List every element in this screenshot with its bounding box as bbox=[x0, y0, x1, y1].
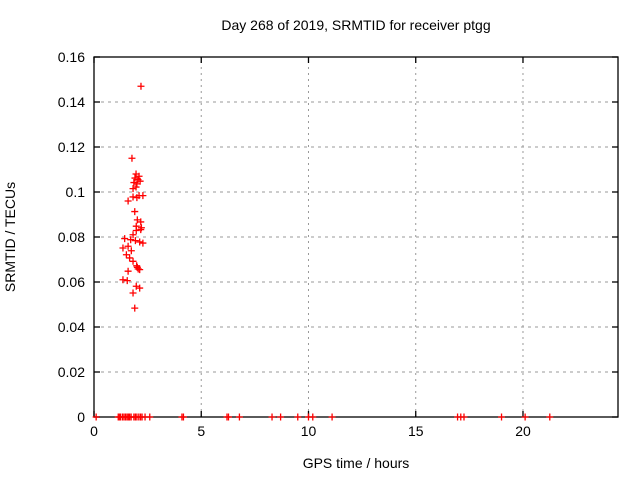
grid-layer bbox=[94, 57, 618, 417]
x-axis-label: GPS time / hours bbox=[303, 455, 410, 471]
y-tick-label: 0.1 bbox=[66, 184, 86, 200]
data-point bbox=[131, 304, 139, 312]
data-point bbox=[131, 208, 139, 216]
data-point bbox=[294, 413, 302, 421]
data-point bbox=[460, 413, 468, 421]
data-point bbox=[129, 193, 137, 201]
data-point bbox=[224, 413, 232, 421]
data-point bbox=[133, 180, 141, 188]
data-point bbox=[546, 413, 554, 421]
data-point bbox=[128, 154, 136, 162]
data-point bbox=[132, 183, 140, 191]
data-point bbox=[498, 413, 506, 421]
data-point bbox=[134, 265, 142, 273]
y-tick-label: 0.04 bbox=[58, 319, 85, 335]
data-point bbox=[235, 413, 243, 421]
y-tick-label: 0.12 bbox=[58, 139, 85, 155]
x-tick-label: 5 bbox=[197, 423, 205, 439]
data-point bbox=[119, 244, 127, 252]
data-point bbox=[139, 239, 147, 247]
data-point bbox=[137, 226, 145, 234]
y-tick-label: 0.16 bbox=[58, 49, 85, 65]
data-point bbox=[277, 413, 285, 421]
data-point bbox=[124, 197, 132, 205]
x-tick-label: 20 bbox=[515, 423, 531, 439]
data-point bbox=[328, 413, 336, 421]
data-point bbox=[129, 289, 137, 297]
data-point bbox=[521, 413, 529, 421]
data-point bbox=[130, 179, 138, 187]
x-tick-label: 15 bbox=[408, 423, 424, 439]
y-tick-label: 0.08 bbox=[58, 229, 85, 245]
y-tick-label: 0.02 bbox=[58, 364, 85, 380]
y-tick-label: 0.14 bbox=[58, 94, 85, 110]
data-point bbox=[139, 192, 147, 200]
data-point bbox=[136, 284, 144, 292]
data-point bbox=[132, 226, 140, 234]
data-point bbox=[123, 277, 131, 285]
data-point bbox=[127, 236, 135, 244]
data-point bbox=[121, 235, 129, 243]
data-point bbox=[127, 247, 135, 255]
data-point bbox=[122, 251, 130, 259]
data-point bbox=[179, 413, 187, 421]
data-point bbox=[131, 174, 139, 182]
data-point bbox=[129, 257, 137, 265]
data-point bbox=[129, 231, 137, 239]
data-point bbox=[137, 218, 145, 226]
data-point bbox=[124, 267, 132, 275]
points-layer bbox=[92, 82, 554, 421]
data-point bbox=[129, 185, 137, 193]
data-point bbox=[135, 172, 143, 180]
chart-title: Day 268 of 2019, SRMTID for receiver ptg… bbox=[221, 17, 490, 33]
data-point bbox=[124, 242, 132, 250]
data-point bbox=[309, 413, 317, 421]
data-point bbox=[136, 266, 144, 274]
data-point bbox=[133, 194, 141, 202]
data-point bbox=[92, 413, 100, 421]
data-point bbox=[136, 238, 144, 246]
y-tick-label: 0 bbox=[77, 409, 85, 425]
axis-layer: 0 5 10 15 20 0 0.02 0.04 0.06 0.08 0.1 0.12 0.14 0.16 bbox=[58, 49, 619, 439]
data-point bbox=[137, 82, 145, 90]
data-point bbox=[126, 254, 134, 262]
data-point bbox=[146, 413, 154, 421]
y-tick-label: 0.06 bbox=[58, 274, 85, 290]
y-axis-label: SRMTID / TECUs bbox=[2, 182, 18, 292]
x-tick-label: 0 bbox=[90, 423, 98, 439]
data-point bbox=[268, 413, 276, 421]
data-point bbox=[131, 237, 139, 245]
x-tick-label: 10 bbox=[301, 423, 317, 439]
data-point bbox=[119, 276, 127, 284]
